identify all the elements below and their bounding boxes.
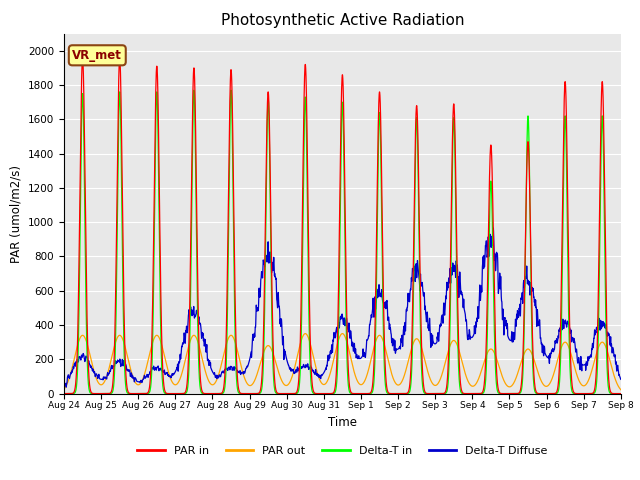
Delta-T in bbox=[419, 387, 427, 393]
Delta-T in bbox=[269, 346, 276, 352]
Text: VR_met: VR_met bbox=[72, 49, 122, 62]
Delta-T in bbox=[60, 391, 68, 396]
PAR in bbox=[60, 391, 68, 396]
Delta-T Diffuse bbox=[615, 372, 623, 378]
Delta-T Diffuse bbox=[62, 384, 70, 390]
Delta-T in bbox=[615, 391, 623, 396]
Line: PAR in: PAR in bbox=[64, 58, 621, 394]
Legend: PAR in, PAR out, Delta-T in, Delta-T Diffuse: PAR in, PAR out, Delta-T in, Delta-T Dif… bbox=[132, 441, 552, 460]
Line: Delta-T Diffuse: Delta-T Diffuse bbox=[64, 228, 621, 387]
Delta-T Diffuse bbox=[499, 317, 506, 323]
PAR out bbox=[60, 386, 68, 392]
PAR out bbox=[499, 374, 506, 380]
Title: Photosynthetic Active Radiation: Photosynthetic Active Radiation bbox=[221, 13, 464, 28]
Delta-T in bbox=[173, 391, 181, 396]
Line: PAR out: PAR out bbox=[64, 334, 621, 390]
PAR in bbox=[79, 55, 86, 60]
Delta-T Diffuse bbox=[179, 340, 187, 346]
X-axis label: Time: Time bbox=[328, 416, 357, 429]
PAR out bbox=[173, 381, 181, 387]
PAR in bbox=[615, 391, 623, 396]
PAR in bbox=[179, 391, 187, 396]
Delta-T Diffuse bbox=[419, 292, 427, 298]
Delta-T Diffuse bbox=[617, 376, 625, 382]
PAR in bbox=[499, 391, 506, 396]
PAR out bbox=[179, 366, 187, 372]
Delta-T in bbox=[499, 391, 506, 396]
Delta-T Diffuse bbox=[490, 225, 497, 231]
PAR out bbox=[269, 349, 276, 355]
Line: Delta-T in: Delta-T in bbox=[64, 90, 621, 394]
PAR out bbox=[419, 351, 427, 357]
PAR in bbox=[617, 391, 625, 396]
PAR in bbox=[419, 380, 427, 385]
Y-axis label: PAR (umol/m2/s): PAR (umol/m2/s) bbox=[10, 165, 22, 263]
PAR out bbox=[617, 387, 625, 393]
PAR out bbox=[615, 384, 623, 390]
Delta-T Diffuse bbox=[269, 262, 276, 267]
Delta-T in bbox=[190, 87, 198, 93]
PAR out bbox=[339, 331, 346, 336]
PAR in bbox=[269, 316, 276, 322]
Delta-T Diffuse bbox=[173, 364, 181, 370]
Delta-T in bbox=[179, 391, 187, 396]
PAR in bbox=[173, 391, 181, 396]
Delta-T in bbox=[617, 391, 625, 396]
Delta-T Diffuse bbox=[60, 383, 68, 389]
